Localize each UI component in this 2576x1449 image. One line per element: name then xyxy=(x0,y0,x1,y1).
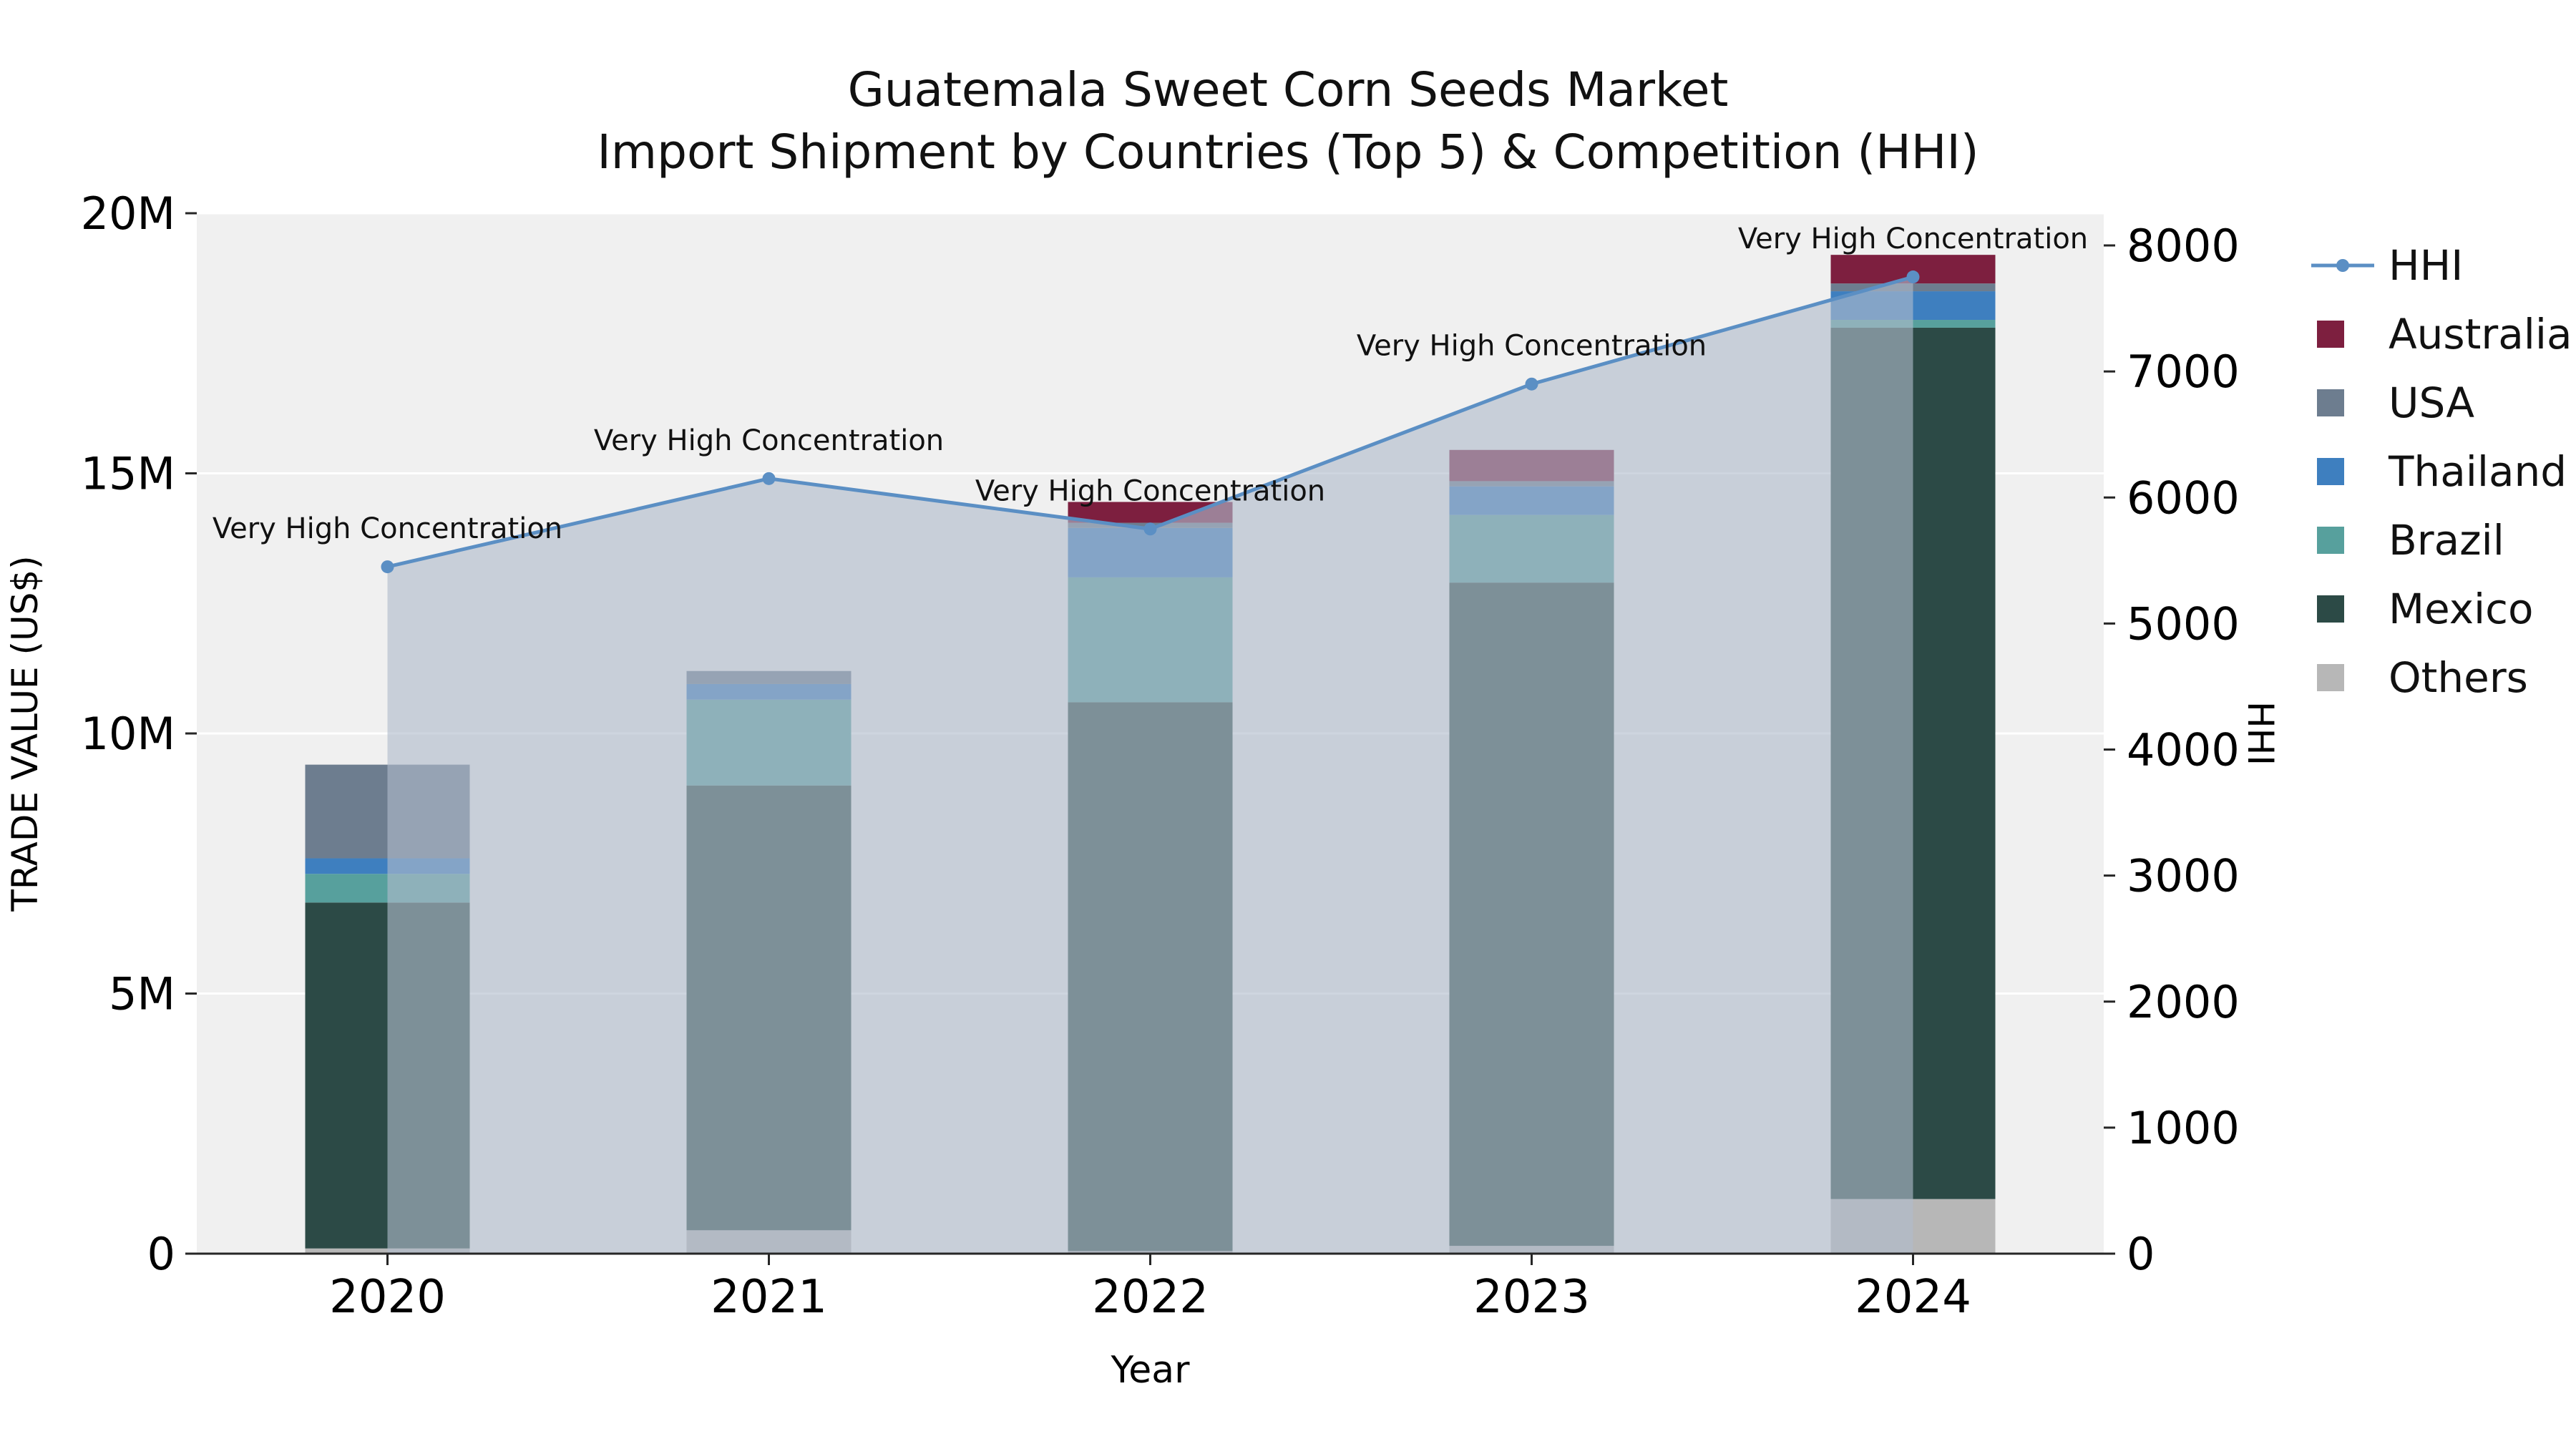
x-tick-label-2022: 2022 xyxy=(1092,1271,1209,1324)
left-tick-label-10M: 10M xyxy=(81,708,175,760)
chart-title-line2: Import Shipment by Countries (Top 5) & C… xyxy=(597,125,1979,180)
right-tick-label-1000: 1000 xyxy=(2127,1102,2240,1154)
hhi-marker-2022 xyxy=(1143,522,1157,536)
legend-item-usa: USA xyxy=(2317,379,2474,427)
legend-label-thailand: Thailand xyxy=(2388,447,2567,496)
right-tick-label-2000: 2000 xyxy=(2127,976,2240,1028)
x-tick-label-2024: 2024 xyxy=(1855,1271,1971,1324)
legend-label-mexico: Mexico xyxy=(2389,585,2534,633)
x-tick-label-2021: 2021 xyxy=(711,1271,827,1324)
legend-item-others: Others xyxy=(2317,653,2528,702)
legend-line-marker xyxy=(2336,259,2349,272)
legend-label-usa: USA xyxy=(2389,379,2474,427)
legend-label-brazil: Brazil xyxy=(2389,516,2504,565)
legend-swatch-mexico xyxy=(2317,595,2344,623)
annotation-2022: Very High Concentration xyxy=(975,474,1325,507)
legend-swatch-brazil xyxy=(2317,527,2344,554)
legend-label-hhi: HHI xyxy=(2389,241,2463,290)
legend-swatch-australia xyxy=(2317,321,2344,348)
x-tick-label-2020: 2020 xyxy=(329,1271,446,1324)
legend-item-thailand: Thailand xyxy=(2317,447,2567,496)
x-axis-title: Year xyxy=(1110,1349,1190,1392)
right-tick-label-7000: 7000 xyxy=(2127,346,2240,398)
right-tick-label-5000: 5000 xyxy=(2127,597,2240,650)
right-tick-label-6000: 6000 xyxy=(2127,472,2240,524)
legend-item-hhi: HHI xyxy=(2311,241,2463,290)
legend-swatch-usa xyxy=(2317,389,2344,416)
hhi-marker-2021 xyxy=(762,472,776,485)
hhi-area xyxy=(387,277,1913,1254)
right-tick-label-0: 0 xyxy=(2127,1228,2155,1280)
hhi-marker-2020 xyxy=(381,560,394,574)
left-tick-label-5M: 5M xyxy=(109,968,175,1020)
left-tick-label-20M: 20M xyxy=(81,187,175,240)
left-tick-label-0: 0 xyxy=(147,1228,175,1280)
right-tick-label-4000: 4000 xyxy=(2127,724,2240,776)
hhi-marker-2023 xyxy=(1525,377,1538,391)
right-axis-title: HHI xyxy=(2240,701,2281,766)
legend-item-mexico: Mexico xyxy=(2317,585,2534,633)
legend-swatch-others xyxy=(2317,664,2344,691)
legend-swatch-thailand xyxy=(2317,458,2344,485)
annotation-2024: Very High Concentration xyxy=(1738,223,2088,255)
legend-item-brazil: Brazil xyxy=(2317,516,2504,565)
right-tick-label-3000: 3000 xyxy=(2127,850,2240,902)
legend-label-others: Others xyxy=(2389,653,2528,702)
annotation-2020: Very High Concentration xyxy=(213,512,562,545)
annotation-2023: Very High Concentration xyxy=(1357,330,1707,363)
right-tick-label-8000: 8000 xyxy=(2127,220,2240,272)
hhi-marker-2024 xyxy=(1906,270,1920,284)
legend-label-australia: Australia xyxy=(2389,310,2572,358)
x-tick-label-2023: 2023 xyxy=(1473,1271,1590,1324)
left-tick-label-15M: 15M xyxy=(81,448,175,500)
chart-title: Guatemala Sweet Corn Seeds Market Import… xyxy=(0,59,2576,183)
annotation-2021: Very High Concentration xyxy=(594,424,944,457)
legend-item-australia: Australia xyxy=(2317,310,2572,358)
chart-title-line1: Guatemala Sweet Corn Seeds Market xyxy=(847,62,1729,117)
left-axis-title: TRADE VALUE (US$) xyxy=(4,555,46,912)
